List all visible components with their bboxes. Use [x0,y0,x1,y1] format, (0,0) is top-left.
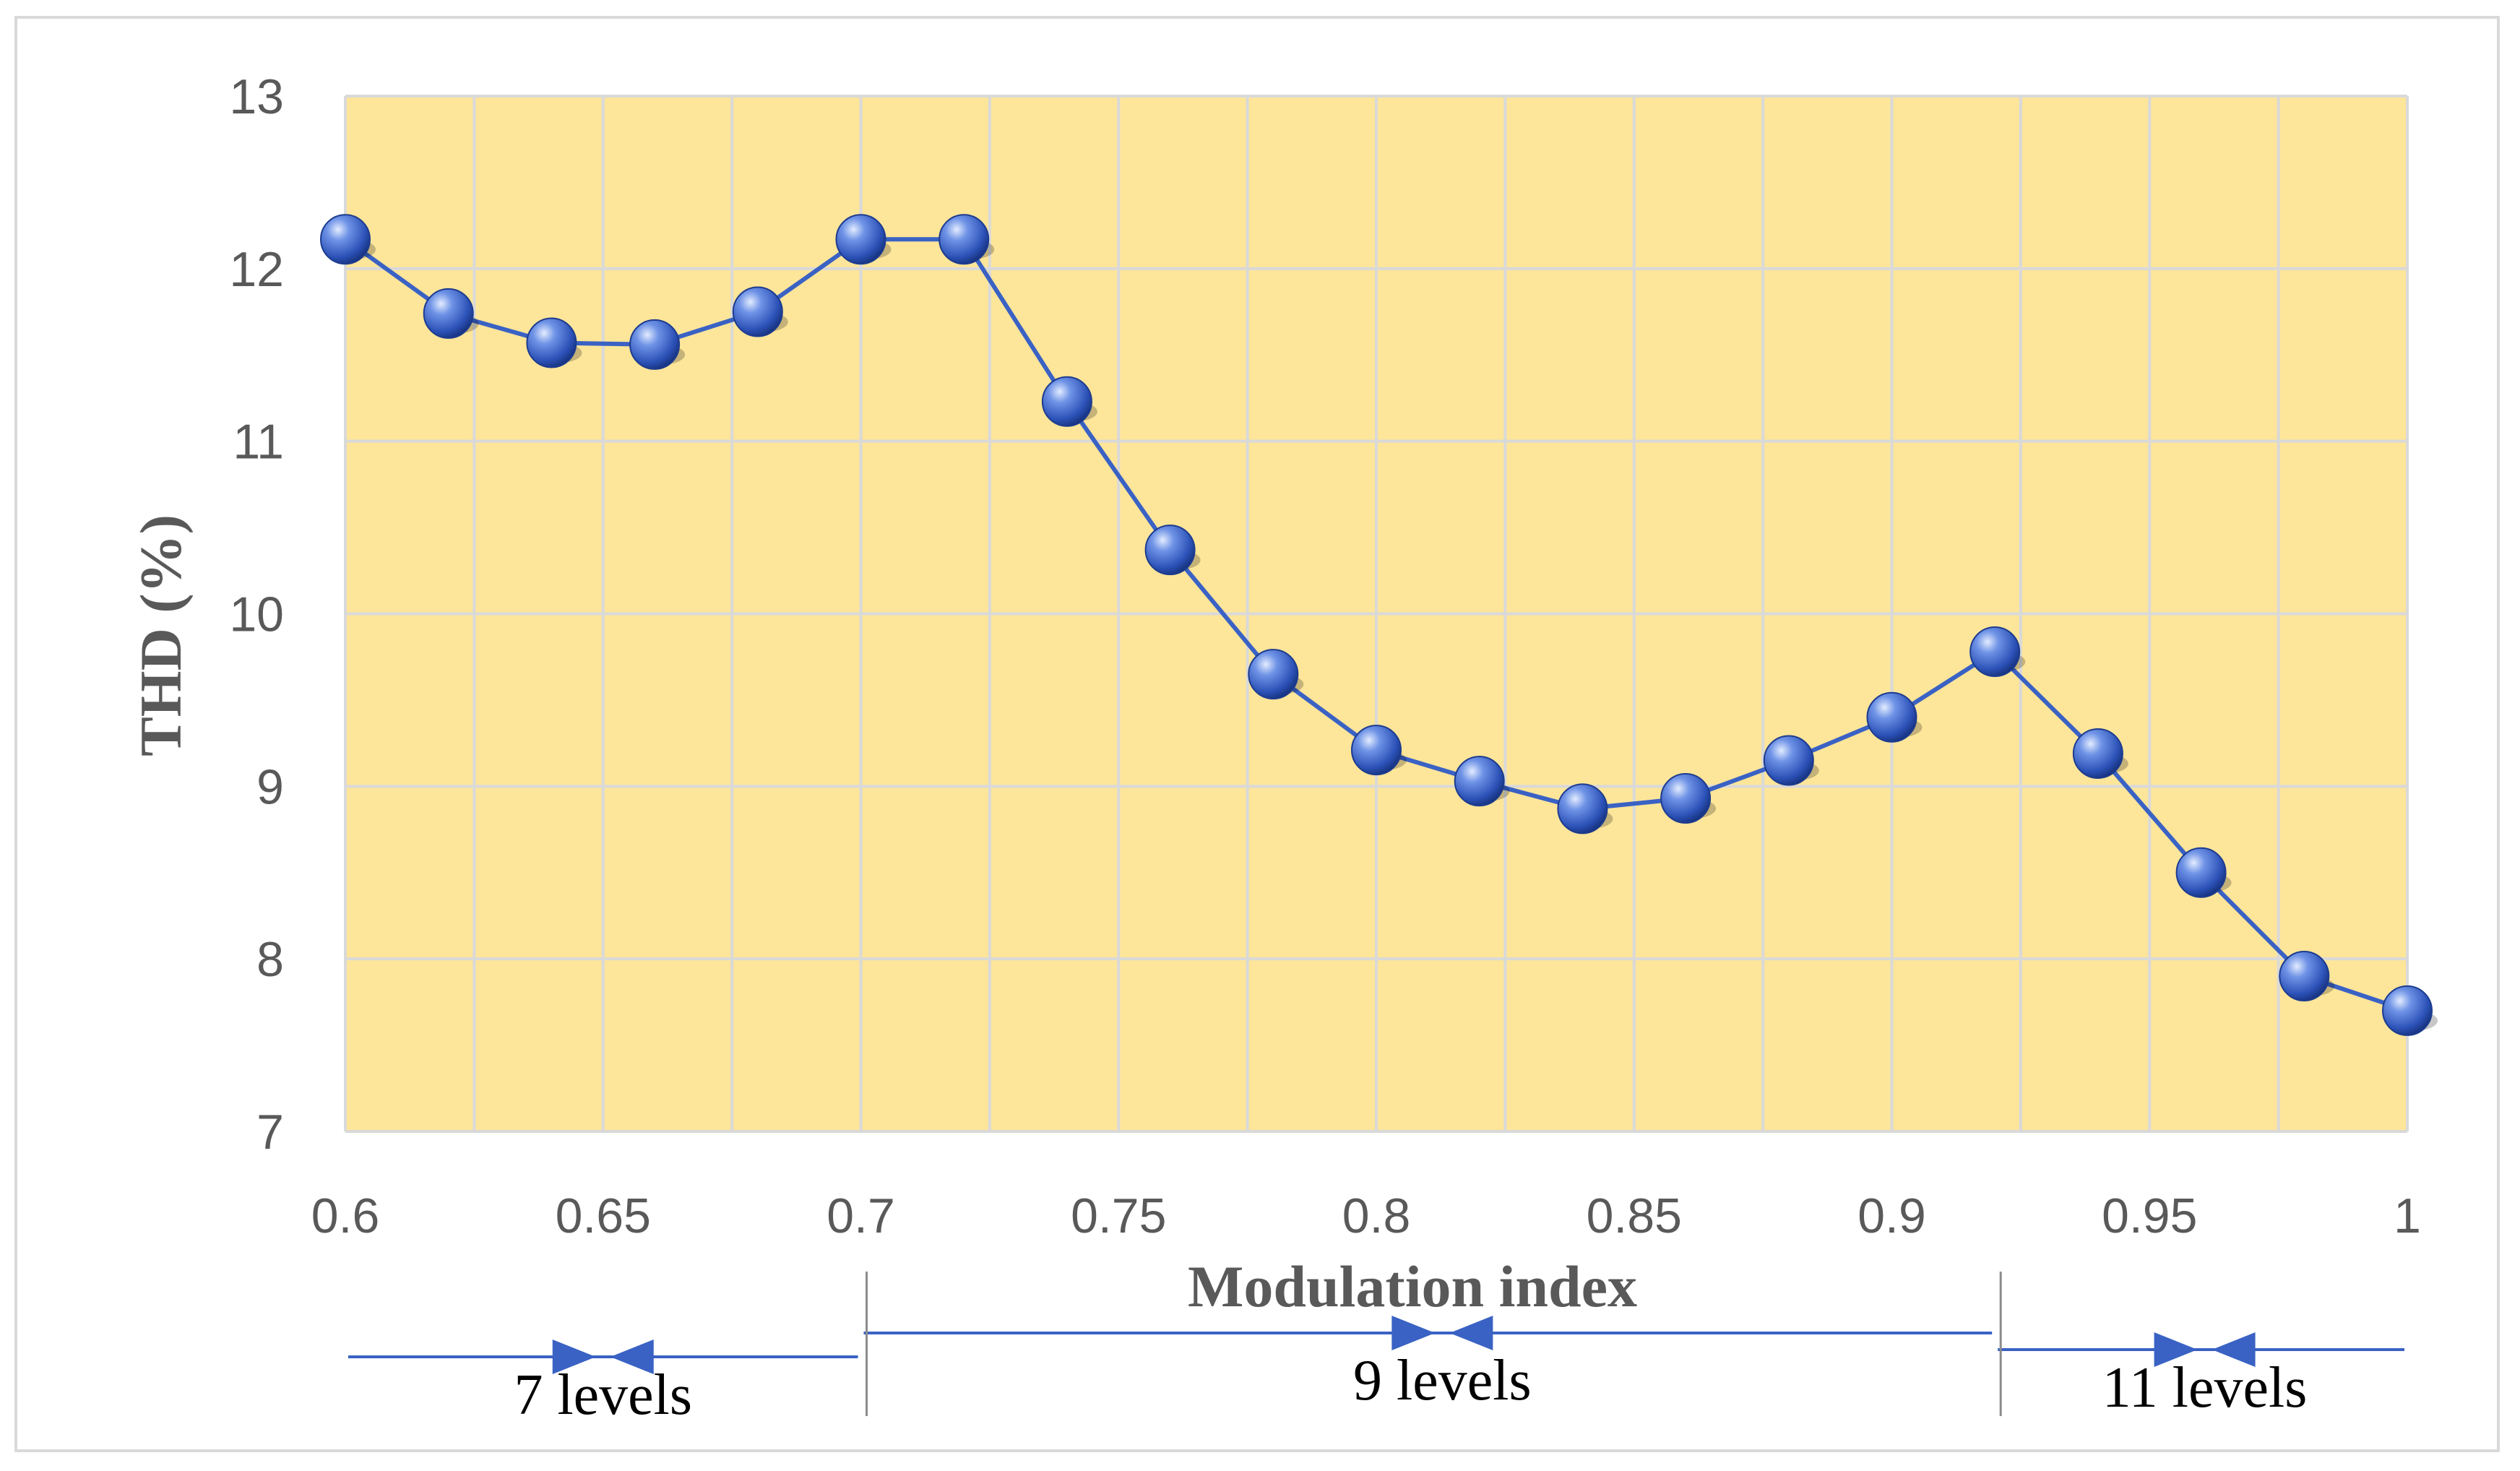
y-axis-title: THD (%) [128,514,194,756]
data-point [629,319,681,370]
level-label: 9 levels [1353,1349,1532,1412]
x-tick-label: 0.85 [1587,1189,1682,1243]
data-point [423,288,474,339]
y-tick-label: 12 [229,242,284,297]
data-point [1041,376,1092,427]
data-points [320,214,2438,1036]
data-point [938,214,990,265]
x-tick-label: 0.6 [311,1189,380,1243]
data-point [1454,756,1505,807]
data-point [1557,783,1608,834]
y-tick-label: 8 [256,932,284,987]
data-point [526,317,577,368]
y-tick-label: 13 [229,69,284,124]
level-annotations: 7 levels 9 levels 11 levels [348,1272,2404,1427]
x-tick-label: 0.75 [1071,1189,1166,1243]
level-arrowhead [1391,1316,1436,1350]
x-tick-label: 1 [2394,1189,2421,1243]
data-point [1969,626,2021,678]
level-label: 11 levels [2102,1356,2308,1420]
x-tick-label: 0.9 [1857,1189,1926,1243]
level-arrowhead [610,1340,654,1374]
data-point [1763,735,1814,786]
data-point [1144,525,1196,576]
y-tick-label: 11 [233,415,284,470]
data-point [1866,691,1917,743]
x-axis-title: Modulation index [1188,1254,1637,1319]
x-tick-labels: 0.6 0.65 0.7 0.75 0.8 0.85 0.9 0.95 1 [311,1189,2421,1243]
level-label: 7 levels [514,1363,692,1427]
y-tick-label: 9 [256,759,284,814]
data-point [2279,951,2330,1002]
x-tick-label: 0.7 [827,1189,895,1243]
x-tick-label: 0.65 [556,1189,651,1243]
data-point [1248,649,1299,700]
gridlines [344,95,2409,1133]
level-arrowhead [552,1340,596,1374]
y-tick-label: 10 [229,587,284,642]
data-point [2175,847,2227,898]
level-arrowhead [1449,1316,1493,1350]
data-point [1660,773,1712,824]
x-tick-label: 0.8 [1342,1189,1411,1243]
data-point [2382,985,2433,1036]
level-arrowhead [2154,1332,2198,1367]
data-point [320,214,371,265]
x-tick-label: 0.95 [2102,1189,2197,1243]
y-tick-labels: 7 8 9 10 11 12 13 [229,69,284,1160]
level-arrowhead [2212,1332,2256,1367]
y-tick-label: 7 [256,1105,284,1160]
data-point [732,286,783,337]
data-point [835,214,886,265]
data-point [1351,725,1402,776]
data-point [2072,728,2123,779]
